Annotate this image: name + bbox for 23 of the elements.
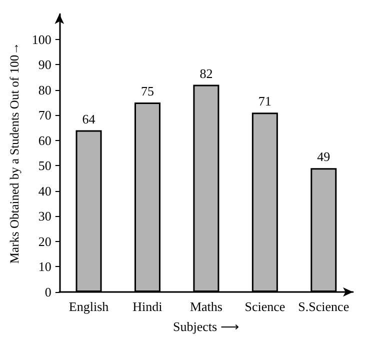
y-tick-label: 70 bbox=[38, 108, 52, 123]
data-label: 64 bbox=[82, 111, 96, 126]
y-tick-label: 20 bbox=[38, 234, 52, 249]
x-tick-label: Hindi bbox=[132, 299, 163, 314]
y-tick-label: 60 bbox=[38, 132, 52, 148]
x-tick-label: English bbox=[68, 299, 110, 314]
x-tick-label: S.Science bbox=[298, 299, 350, 314]
y-tick-label: 10 bbox=[38, 259, 52, 274]
x-tick-label: Maths bbox=[190, 299, 222, 314]
y-tick-label: 100 bbox=[32, 32, 52, 47]
y-tick-label: 50 bbox=[38, 158, 52, 174]
data-label: 82 bbox=[200, 66, 213, 81]
y-tick-label: 40 bbox=[38, 183, 52, 198]
data-label: 71 bbox=[258, 94, 272, 109]
y-tick-label: 90 bbox=[38, 57, 52, 72]
y-axis-title: Marks Obtained by a Students Out of 100→ bbox=[8, 42, 22, 264]
y-tick-label: 0 bbox=[44, 284, 52, 300]
x-axis-title: Subjects ⟶ bbox=[173, 319, 240, 334]
data-label: 75 bbox=[140, 83, 154, 98]
x-tick-label: Science bbox=[244, 299, 286, 314]
data-label: 49 bbox=[317, 149, 330, 164]
y-tick-label: 80 bbox=[38, 82, 52, 98]
y-tick-label: 30 bbox=[38, 208, 52, 224]
